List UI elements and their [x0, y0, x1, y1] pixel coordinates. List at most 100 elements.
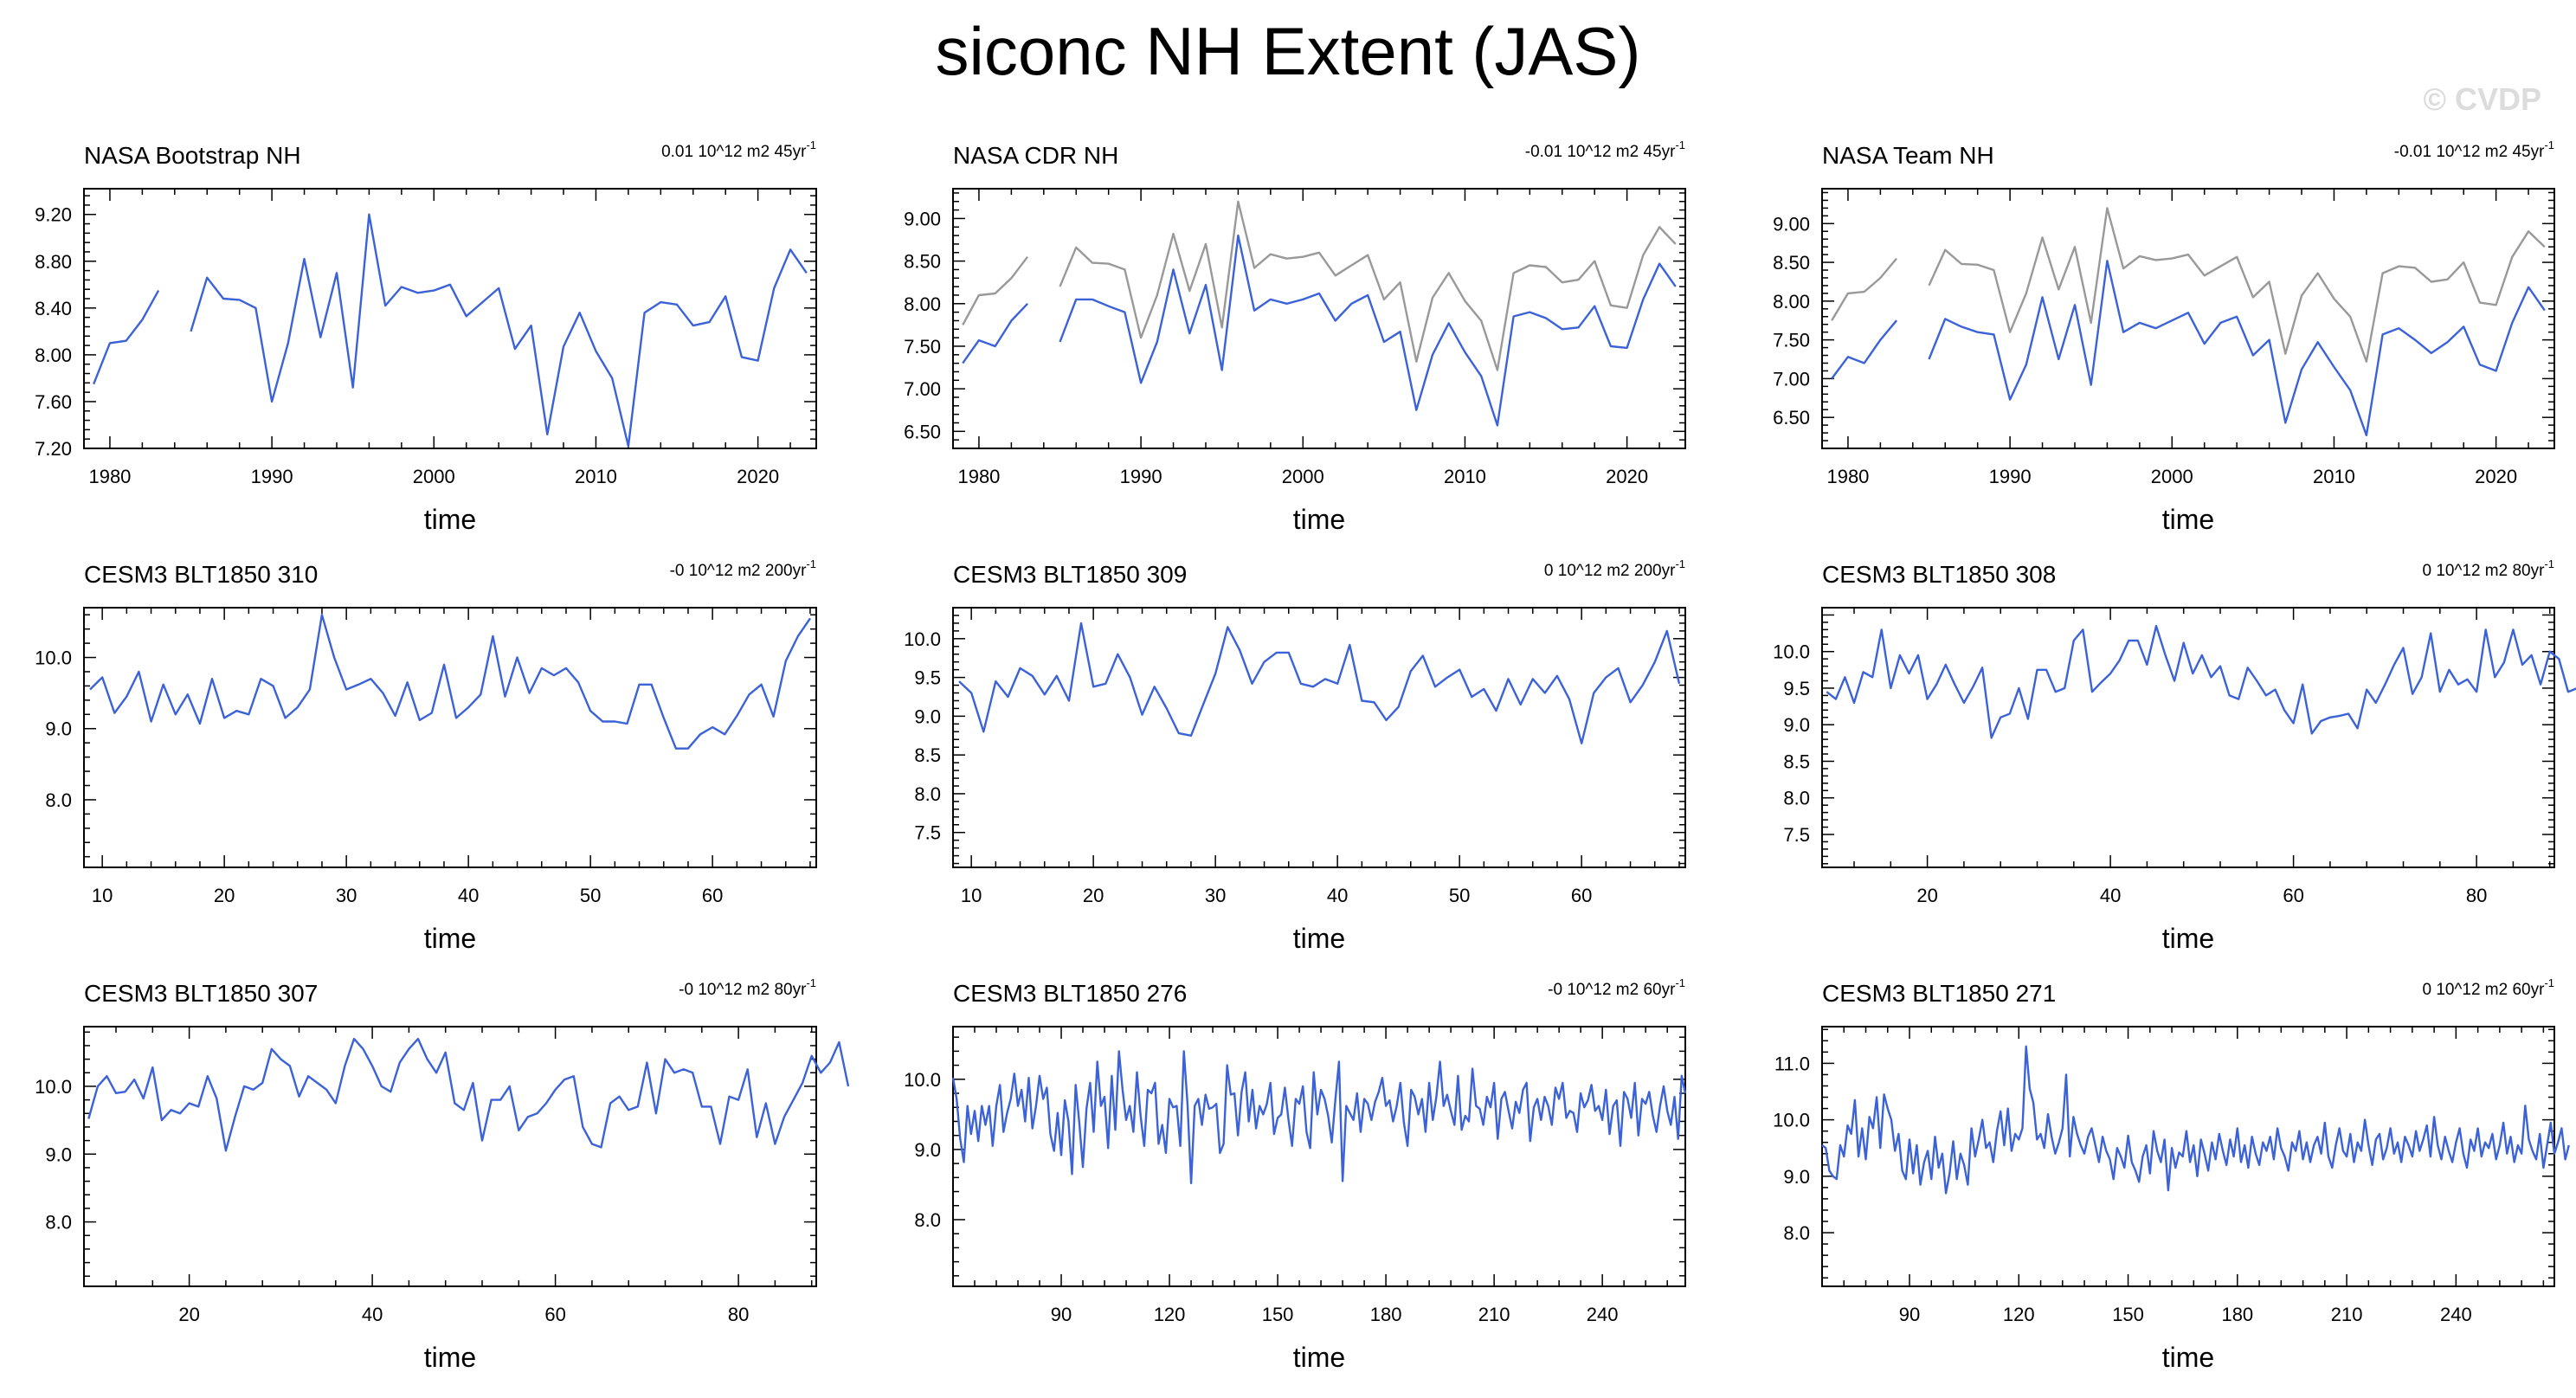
x-tick-label: 10	[92, 885, 113, 906]
plot-frame	[83, 607, 817, 868]
x-tick-label: 40	[2100, 885, 2121, 906]
plot-frame	[1821, 607, 2555, 868]
y-tick-label: 9.00	[904, 208, 941, 229]
x-tick-label: 240	[1587, 1304, 1619, 1325]
panel-title: CESM3 BLT1850 308	[1822, 561, 2056, 588]
x-axis-label: time	[1293, 923, 1345, 954]
panel-title: CESM3 BLT1850 307	[84, 980, 318, 1007]
y-tick-label: 7.50	[904, 336, 941, 358]
panel-title: CESM3 BLT1850 271	[1822, 980, 2056, 1007]
x-tick-label: 1990	[251, 466, 293, 487]
y-tick-label: 9.5	[1783, 678, 1810, 699]
plot-frame	[952, 188, 1686, 449]
x-tick-label: 210	[1478, 1304, 1510, 1325]
y-tick-label: 9.00	[1773, 213, 1810, 235]
x-axis-label: time	[2162, 1342, 2214, 1373]
x-tick-label: 60	[2283, 885, 2303, 906]
x-axis-label: time	[2162, 923, 2214, 954]
y-tick-label: 9.0	[914, 1139, 941, 1161]
y-tick-label: 9.0	[45, 718, 72, 740]
y-tick-label: 8.50	[1773, 252, 1810, 274]
y-tick-label: 8.5	[1783, 751, 1810, 772]
x-tick-label: 1980	[88, 466, 131, 487]
x-tick-label: 2010	[575, 466, 617, 487]
cvdp-watermark: © CVDP	[2423, 81, 2541, 117]
x-tick-label: 10	[961, 885, 982, 906]
x-tick-label: 2000	[413, 466, 455, 487]
x-tick-label: 40	[1327, 885, 1348, 906]
x-tick-label: 20	[1916, 885, 1937, 906]
y-tick-label: 6.50	[1773, 407, 1810, 428]
x-tick-label: 180	[1370, 1304, 1402, 1325]
x-tick-label: 20	[214, 885, 235, 906]
chart-panel-4: CESM3 BLT1850 310 -0 10^12 m2 200yr-1 8.0 9…	[35, 557, 817, 954]
x-tick-label: 80	[728, 1304, 749, 1325]
x-tick-label: 210	[2331, 1304, 2363, 1325]
y-tick-label: 8.00	[35, 345, 72, 366]
trend-label: 0.01 10^12 m2 45yr-1	[661, 139, 816, 161]
x-tick-label: 1980	[1826, 466, 1869, 487]
trend-label: 0 10^12 m2 60yr-1	[2422, 976, 2554, 999]
trend-label: -0 10^12 m2 60yr-1	[1548, 976, 1685, 999]
plot-frame	[952, 607, 1686, 868]
series-line-1	[951, 1050, 1687, 1184]
y-tick-label: 7.20	[35, 438, 72, 460]
y-tick-label: 9.0	[1783, 1166, 1810, 1188]
series-line-1	[1821, 1045, 2570, 1195]
y-tick-label: 8.40	[35, 298, 72, 319]
y-tick-label: 10.0	[35, 1076, 72, 1098]
y-tick-label: 10.0	[1773, 641, 1810, 663]
chart-panel-7: CESM3 BLT1850 307 -0 10^12 m2 80yr-1 8.0 9.…	[35, 976, 850, 1373]
x-axis-label: time	[424, 504, 476, 535]
y-tick-label: 7.00	[1773, 368, 1810, 390]
x-tick-label: 20	[178, 1304, 199, 1325]
series-line-1	[1831, 207, 2546, 363]
y-tick-label: 7.5	[914, 822, 941, 844]
y-tick-label: 8.5	[914, 744, 941, 766]
x-tick-label: 2020	[737, 466, 779, 487]
series-line-1	[958, 622, 1681, 744]
chart-panel-1: NASA Bootstrap NH 0.01 10^12 m2 45yr-1 7.2…	[35, 139, 817, 535]
y-tick-label: 8.0	[1783, 1222, 1810, 1244]
x-tick-label: 40	[458, 885, 479, 906]
y-tick-label: 11.0	[1774, 1053, 1810, 1074]
y-tick-label: 8.80	[35, 251, 72, 273]
x-tick-label: 30	[1205, 885, 1226, 906]
x-tick-label: 2000	[1282, 466, 1324, 487]
x-tick-label: 50	[580, 885, 601, 906]
x-axis-label: time	[424, 923, 476, 954]
plot-frame	[1821, 1026, 2555, 1287]
x-tick-label: 90	[1899, 1304, 1920, 1325]
x-axis-label: time	[2162, 504, 2214, 535]
y-tick-label: 9.20	[35, 204, 72, 226]
trend-label: -0.01 10^12 m2 45yr-1	[2394, 139, 2554, 161]
plot-frame	[83, 188, 817, 449]
y-tick-label: 7.60	[35, 391, 72, 413]
trend-label: -0 10^12 m2 80yr-1	[679, 976, 816, 999]
y-tick-label: 7.50	[1773, 330, 1810, 351]
x-axis-label: time	[1293, 504, 1345, 535]
x-tick-label: 2000	[2151, 466, 2193, 487]
trend-label: 0 10^12 m2 80yr-1	[2422, 557, 2554, 580]
x-tick-label: 50	[1449, 885, 1470, 906]
x-tick-label: 60	[702, 885, 723, 906]
series-line-1	[962, 200, 1677, 371]
panel-title: CESM3 BLT1850 310	[84, 561, 318, 588]
x-tick-label: 60	[544, 1304, 565, 1325]
y-tick-label: 9.0	[1783, 714, 1810, 736]
chart-panel-2: NASA CDR NH -0.01 10^12 m2 45yr-1 6.50 7.00…	[904, 139, 1686, 535]
y-tick-label: 9.0	[45, 1144, 72, 1165]
panel-title: NASA Team NH	[1822, 142, 1994, 169]
x-tick-label: 1980	[957, 466, 1000, 487]
x-tick-label: 2020	[1606, 466, 1648, 487]
series-line-1	[89, 614, 811, 750]
x-tick-label: 20	[1083, 885, 1104, 906]
x-tick-label: 120	[2003, 1304, 2035, 1325]
series-line-2	[1831, 260, 2546, 436]
chart-panel-9: CESM3 BLT1850 271 0 10^12 m2 60yr-1 8.0 9.0…	[1773, 976, 2570, 1373]
x-axis-label: time	[424, 1342, 476, 1373]
x-tick-label: 80	[2466, 885, 2487, 906]
y-tick-label: 8.0	[914, 783, 941, 805]
y-tick-label: 8.50	[904, 251, 941, 273]
y-tick-label: 8.00	[904, 293, 941, 315]
